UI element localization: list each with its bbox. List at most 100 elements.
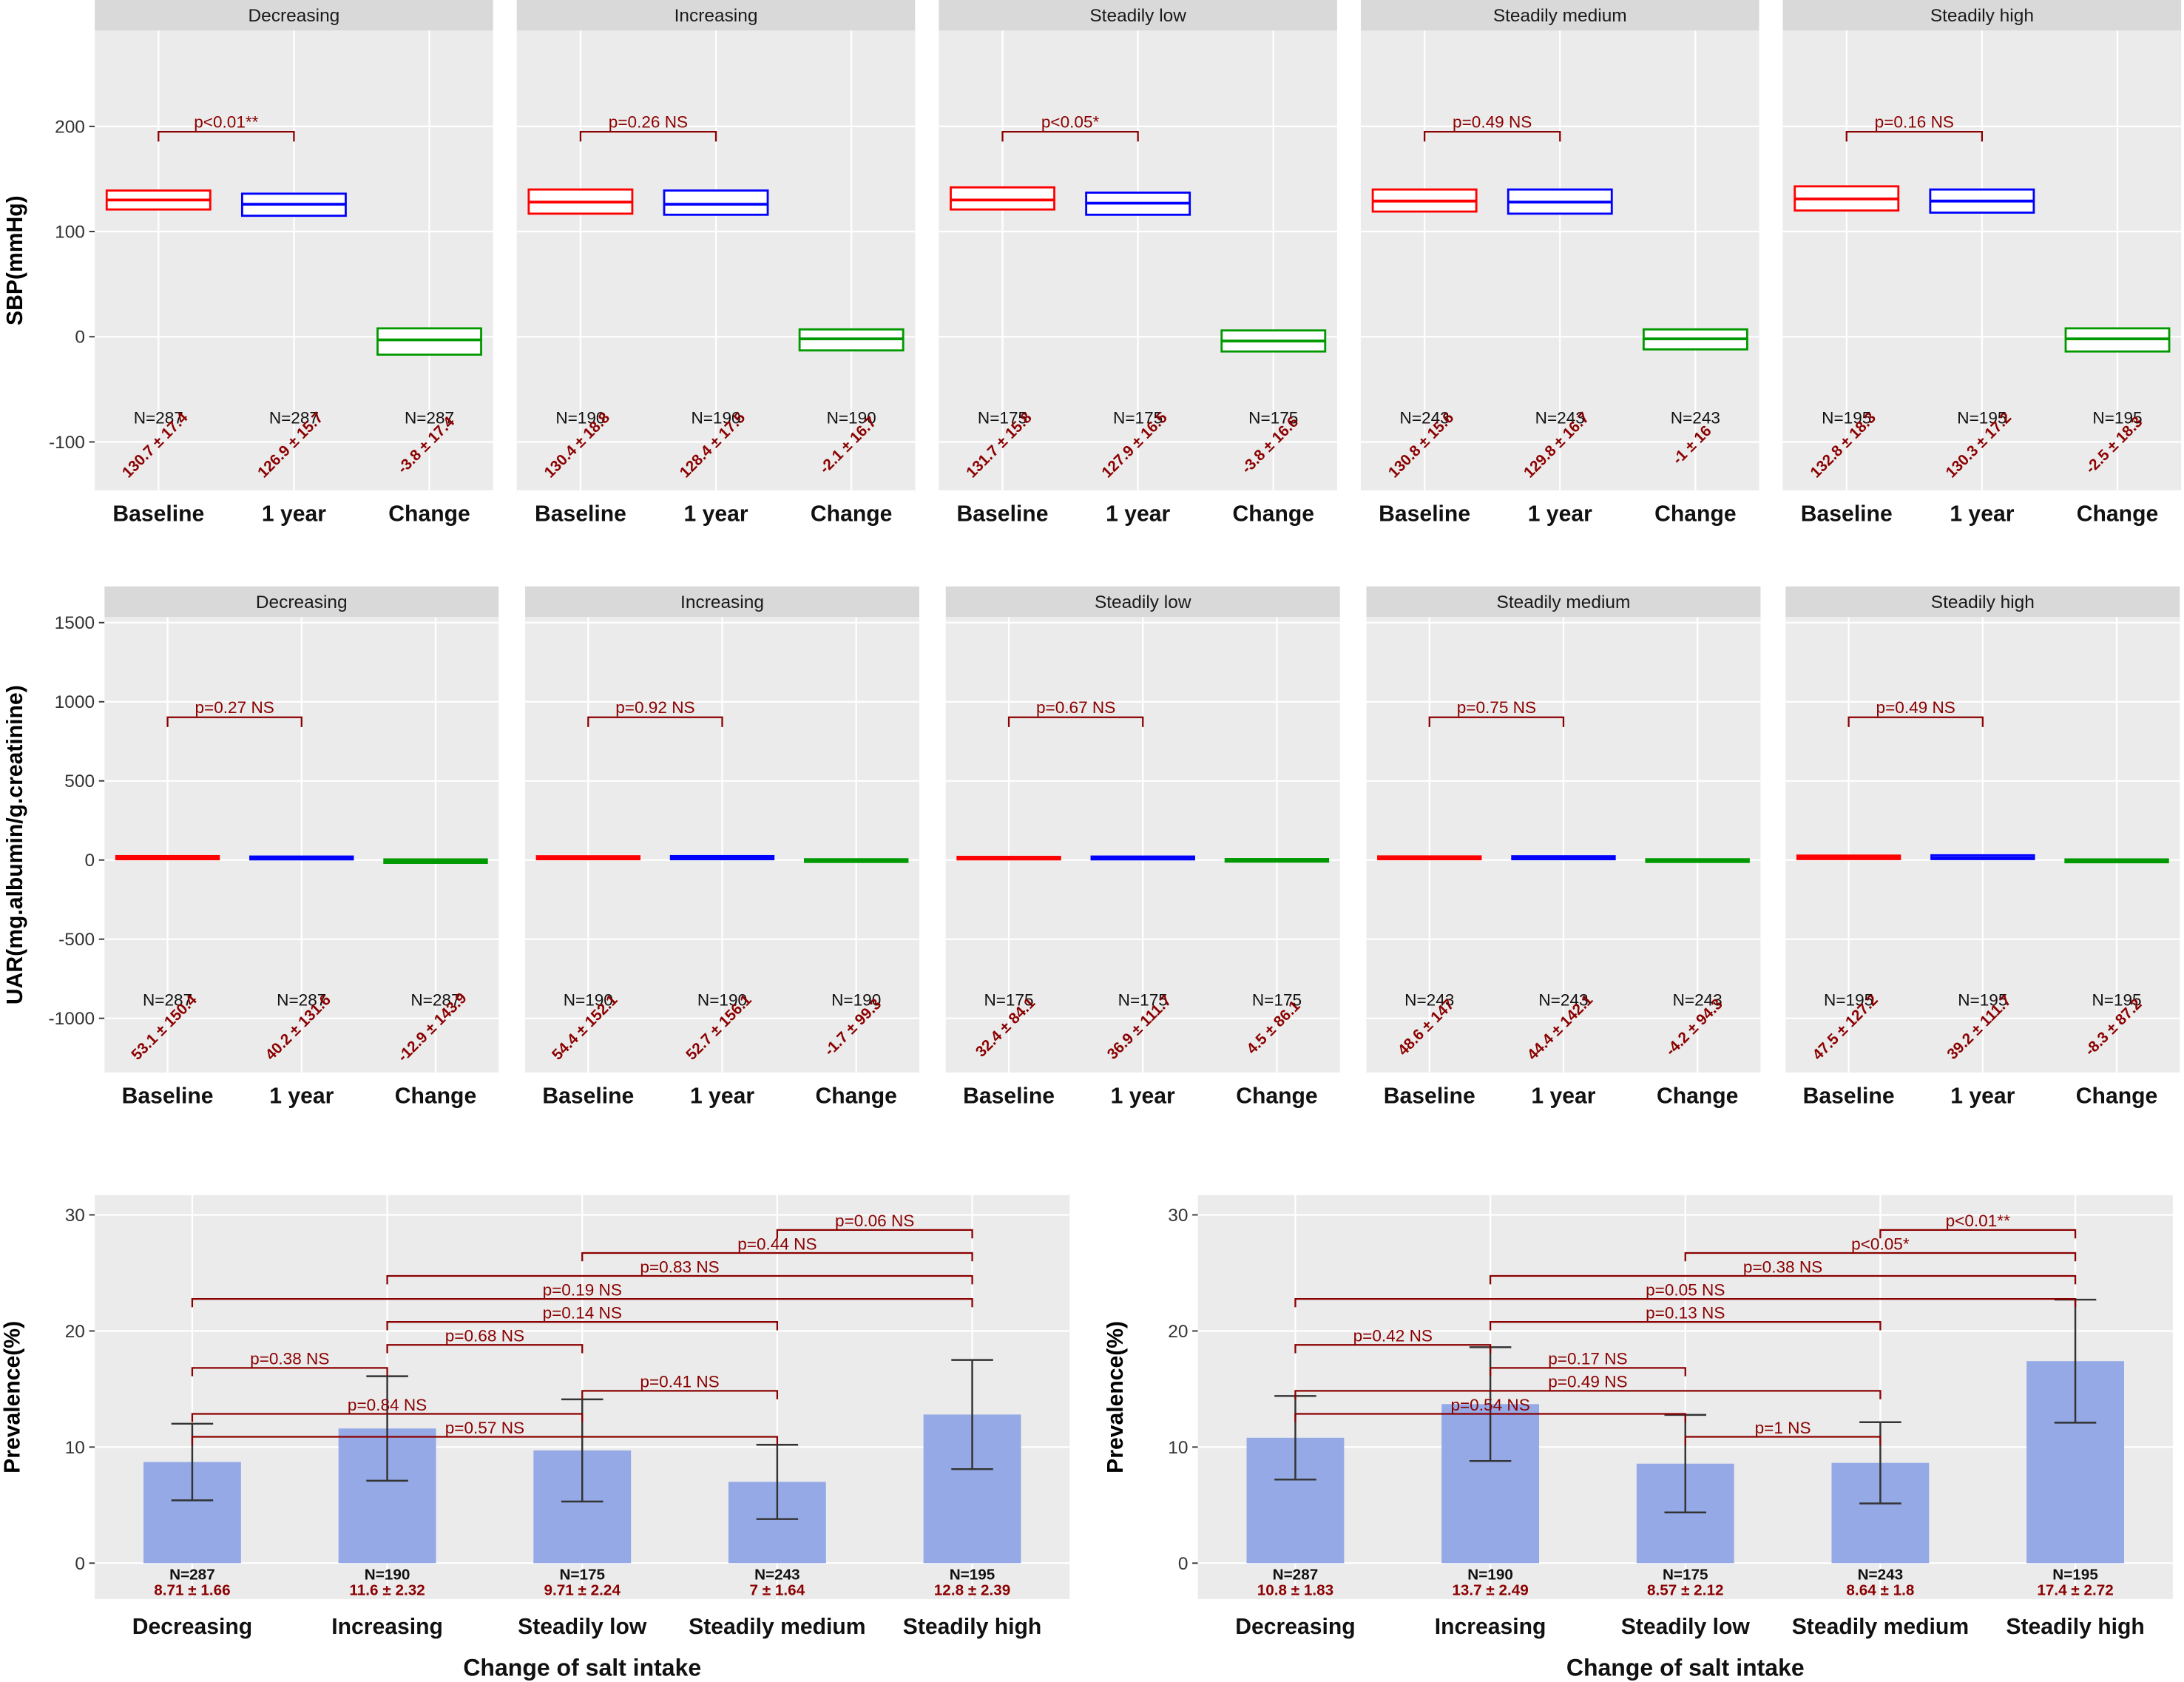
n-label: N=175 — [984, 991, 1033, 1010]
p-label: p=0.05 NS — [1646, 1280, 1725, 1299]
y-tick-label: -100 — [49, 433, 85, 453]
p-label: p<0.01** — [1946, 1212, 2010, 1230]
p-label: p=0.38 NS — [1743, 1257, 1822, 1276]
p-bracket — [1489, 1274, 2077, 1285]
x-tick-label: Change — [811, 501, 892, 526]
n-label: N=243 — [1673, 991, 1722, 1010]
n-label: N=175 — [1252, 991, 1302, 1010]
y-tick-label: -1000 — [49, 1009, 95, 1029]
p-label: p=0.44 NS — [737, 1235, 817, 1253]
p-label: p=0.54 NS — [1450, 1396, 1529, 1414]
x-tick-label: Increasing — [1435, 1615, 1546, 1639]
n-label: N=243 — [754, 1567, 800, 1584]
x-tick-label: 1 year — [1528, 501, 1592, 526]
x-tick-label: Decreasing — [1235, 1615, 1355, 1639]
facet-strip — [516, 0, 916, 31]
x-tick-label: 1 year — [1950, 1084, 2015, 1109]
y-axis-title: UAR(mg.albumin/g.creatinine) — [3, 685, 27, 1004]
n-label: N=190 — [1467, 1567, 1513, 1584]
n-label: N=195 — [2052, 1567, 2098, 1584]
n-label: N=175 — [1248, 409, 1298, 428]
facet-strip — [1360, 0, 1759, 31]
x-tick-label: 1 year — [1950, 501, 2014, 526]
y-tick-label: 100 — [55, 223, 85, 243]
value-label: 10.8 ± 1.83 — [1257, 1581, 1333, 1598]
n-label: N=243 — [1671, 409, 1720, 428]
y-axis-title: Prevalence(%) — [1103, 1321, 1128, 1473]
n-label: N=243 — [1400, 409, 1450, 428]
n-label: N=175 — [559, 1567, 605, 1584]
x-tick-label: Baseline — [963, 1084, 1055, 1109]
n-label: N=243 — [1858, 1567, 1904, 1584]
p-bracket — [581, 1390, 779, 1399]
p-label: p=0.19 NS — [543, 1280, 622, 1299]
p-bracket — [1684, 1252, 2077, 1262]
p-bracket — [386, 1321, 779, 1331]
y-axis-title: SBP(mmHg) — [3, 195, 27, 325]
n-label: N=287 — [269, 409, 319, 428]
x-tick-label: Change — [1654, 501, 1736, 526]
facet-title: Steadily high — [1930, 6, 2034, 26]
p-label: p=1 NS — [1755, 1419, 1811, 1437]
p-bracket — [386, 1344, 584, 1354]
value-label: 11.6 ± 2.32 — [349, 1581, 425, 1598]
error-bar — [951, 1359, 993, 1470]
p-label: p=0.49 NS — [1548, 1373, 1627, 1391]
y-tick-label: 20 — [1168, 1322, 1188, 1342]
p-bracket — [1684, 1436, 1882, 1445]
y-tick-label: 10 — [1168, 1438, 1188, 1458]
value-label: 9.71 ± 2.24 — [544, 1581, 621, 1598]
x-tick-label: 1 year — [1106, 501, 1170, 526]
value-label: 8.71 ± 1.66 — [154, 1581, 230, 1598]
value-label: 8.64 ± 1.8 — [1846, 1581, 1914, 1598]
y-tick-label: 10 — [65, 1438, 85, 1458]
p-label: p=0.41 NS — [640, 1373, 719, 1391]
p-bracket — [1007, 716, 1144, 727]
y-axis-title: Prevalence(%) — [0, 1321, 24, 1473]
facet-strip — [1782, 0, 2182, 31]
facet-title: Decreasing — [249, 6, 340, 26]
facet-title: Steadily high — [1931, 592, 2035, 612]
n-label: N=175 — [978, 409, 1027, 428]
y-tick-label: 1500 — [55, 613, 95, 633]
x-tick-label: Baseline — [122, 1084, 214, 1109]
facet-strip — [939, 0, 1337, 31]
x-tick-label: Baseline — [957, 501, 1049, 526]
p-label: p=0.26 NS — [609, 113, 688, 132]
n-label: N=195 — [950, 1567, 995, 1584]
n-label: N=195 — [1822, 409, 1871, 428]
p-bracket — [1294, 1344, 1492, 1354]
y-tick-label: 0 — [84, 851, 95, 871]
p-label: p=0.42 NS — [1353, 1327, 1433, 1345]
x-tick-label: Baseline — [542, 1084, 634, 1109]
p-label: p=0.83 NS — [640, 1257, 719, 1276]
facet-title: Steadily medium — [1497, 592, 1631, 612]
p-bracket — [158, 131, 295, 142]
x-tick-label: Change — [1236, 1084, 1317, 1109]
n-label: N=190 — [691, 409, 740, 428]
p-label: p=0.38 NS — [250, 1350, 329, 1368]
n-label: N=175 — [1113, 409, 1163, 428]
n-label: N=287 — [410, 991, 460, 1010]
n-label: N=195 — [2092, 991, 2141, 1010]
n-label: N=287 — [169, 1567, 215, 1584]
p-label: p=0.06 NS — [835, 1212, 914, 1230]
x-tick-label: 1 year — [690, 1084, 754, 1109]
x-tick-label: Change — [1657, 1084, 1738, 1109]
x-axis-title: Change of salt intake — [463, 1655, 701, 1681]
n-label: N=195 — [1957, 409, 2006, 428]
error-bar — [1859, 1421, 1901, 1504]
n-label: N=287 — [1273, 1567, 1319, 1584]
y-tick-label: 30 — [1168, 1206, 1188, 1226]
n-label: N=190 — [555, 409, 605, 428]
n-label: N=195 — [1824, 991, 1873, 1010]
n-label: N=287 — [134, 409, 183, 428]
facet-title: Steadily low — [1089, 6, 1186, 26]
p-label: p=0.57 NS — [445, 1419, 524, 1437]
x-tick-label: Increasing — [331, 1615, 443, 1639]
y-tick-label: 30 — [65, 1206, 85, 1226]
n-label: N=190 — [564, 991, 613, 1010]
p-label: p=0.67 NS — [1036, 698, 1115, 717]
n-label: N=287 — [405, 409, 454, 428]
p-bracket — [1845, 131, 1984, 142]
